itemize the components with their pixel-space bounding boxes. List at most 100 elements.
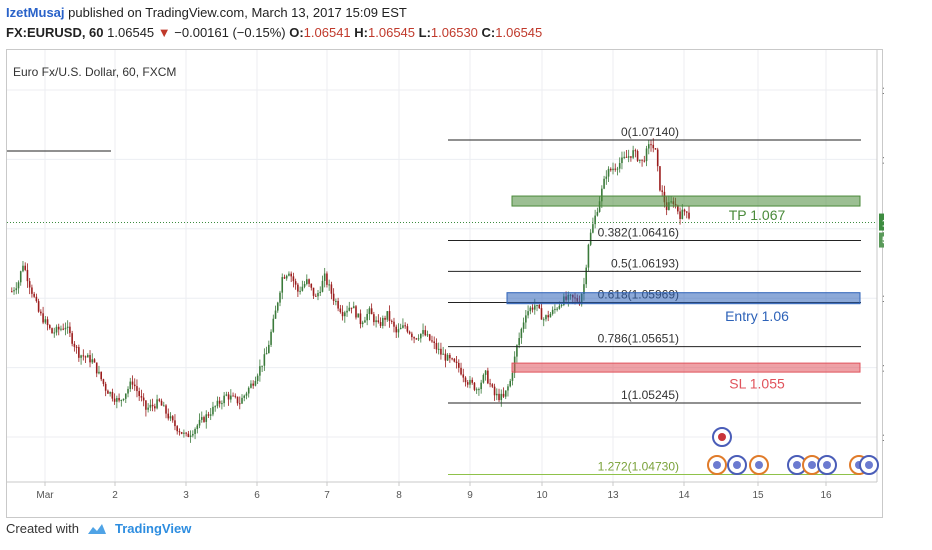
candle-body — [632, 150, 634, 158]
candle-body — [415, 338, 418, 340]
x-tick-label: 8 — [396, 490, 402, 501]
candle-body — [411, 333, 413, 338]
candle-body — [368, 308, 371, 314]
candle-body — [254, 380, 257, 386]
y-tick-label: 1.05500 — [882, 364, 884, 375]
candle-body — [259, 366, 261, 376]
chart-area[interactable]: 1.075001.070001.065001.060001.055001.050… — [6, 49, 884, 519]
candle-body — [158, 399, 161, 401]
candle-body — [120, 400, 123, 402]
candle-body — [554, 308, 556, 310]
event-icon-dot — [793, 461, 801, 469]
open-value: 1.06541 — [303, 25, 351, 40]
candle-body — [520, 328, 523, 339]
candle-body — [95, 362, 98, 374]
low-value: 1.06530 — [430, 25, 478, 40]
candle-body — [185, 432, 187, 434]
candle-body — [13, 290, 15, 292]
candle-body — [272, 318, 275, 332]
candle-body — [198, 419, 201, 426]
candle-body — [451, 358, 453, 360]
candle-body — [62, 328, 65, 330]
candle-body — [623, 156, 625, 158]
candle-body — [603, 178, 605, 189]
candle-body — [348, 307, 351, 311]
candle-body — [279, 292, 281, 303]
candle-body — [636, 151, 639, 161]
candle-body — [107, 390, 109, 394]
candle-body — [214, 406, 216, 408]
candle-body — [536, 305, 538, 307]
tradingview-brand[interactable]: TradingView — [114, 521, 192, 536]
candle-body — [478, 389, 480, 391]
candle-body — [428, 334, 431, 341]
candle-body — [621, 157, 623, 164]
candle-body — [533, 305, 536, 310]
candle-body — [205, 414, 208, 422]
candle-body — [263, 354, 266, 366]
author-link[interactable]: IzetMusaj — [6, 5, 65, 20]
created-with-text: Created with — [6, 521, 79, 536]
candle-body — [388, 311, 391, 321]
candle-body — [462, 374, 465, 378]
candle-body — [118, 397, 120, 401]
candle-body — [538, 305, 541, 309]
countdown-label: 50:24 — [882, 236, 884, 247]
candle-body — [314, 295, 317, 297]
fib-level-label: 1.272(1.04730) — [598, 459, 679, 473]
candle-body — [489, 383, 491, 385]
candle-body — [183, 432, 185, 434]
candle-body — [585, 267, 587, 285]
candle-body — [160, 400, 163, 406]
candle-body — [33, 293, 35, 297]
candle-body — [142, 397, 145, 401]
candle-body — [297, 284, 299, 292]
candle-body — [37, 301, 40, 312]
candle-body — [587, 244, 590, 268]
symbol-quote-line: FX:EURUSD, 60 1.06545 ▼ −0.00161 (−0.15%… — [6, 25, 542, 40]
candle-body — [312, 287, 315, 296]
candle-body — [55, 326, 58, 333]
candle-body — [453, 358, 456, 362]
zone-box — [506, 292, 861, 305]
candle-body — [317, 293, 319, 297]
candle-body — [176, 426, 178, 432]
candle-body — [93, 359, 96, 363]
candle-body — [82, 355, 85, 357]
x-tick-label: 3 — [183, 490, 189, 501]
candle-body — [212, 406, 214, 415]
candle-body — [57, 326, 60, 330]
candlestick-chart[interactable]: 1.075001.070001.065001.060001.055001.050… — [7, 50, 884, 519]
candle-body — [31, 287, 33, 294]
low-label: L: — [418, 25, 431, 40]
candle-body — [681, 209, 684, 219]
candle-body — [207, 414, 210, 416]
candle-body — [627, 156, 630, 158]
candle-body — [475, 389, 478, 391]
candle-body — [641, 159, 643, 161]
candle-body — [337, 300, 339, 309]
y-tick-label: 1.06000 — [882, 294, 884, 305]
candle-body — [301, 286, 304, 291]
fib-level-label: 0.382(1.06416) — [598, 225, 679, 239]
candle-body — [209, 414, 212, 416]
candle-body — [449, 354, 451, 359]
candle-body — [531, 307, 534, 310]
candle-body — [344, 312, 346, 317]
candle-body — [346, 310, 348, 313]
x-tick-label: 6 — [254, 490, 260, 501]
candle-body — [326, 273, 328, 285]
candle-body — [147, 407, 149, 410]
candle-body — [589, 232, 592, 245]
candle-body — [654, 148, 657, 150]
down-arrow-icon: ▼ — [157, 25, 171, 40]
candle-body — [243, 395, 246, 398]
candle-body — [487, 370, 489, 384]
candle-body — [366, 313, 368, 321]
candle-body — [124, 393, 127, 399]
candle-body — [35, 296, 38, 302]
candle-body — [350, 307, 353, 309]
event-icon-dot — [713, 461, 721, 469]
candle-body — [618, 163, 621, 169]
candle-body — [542, 319, 545, 321]
